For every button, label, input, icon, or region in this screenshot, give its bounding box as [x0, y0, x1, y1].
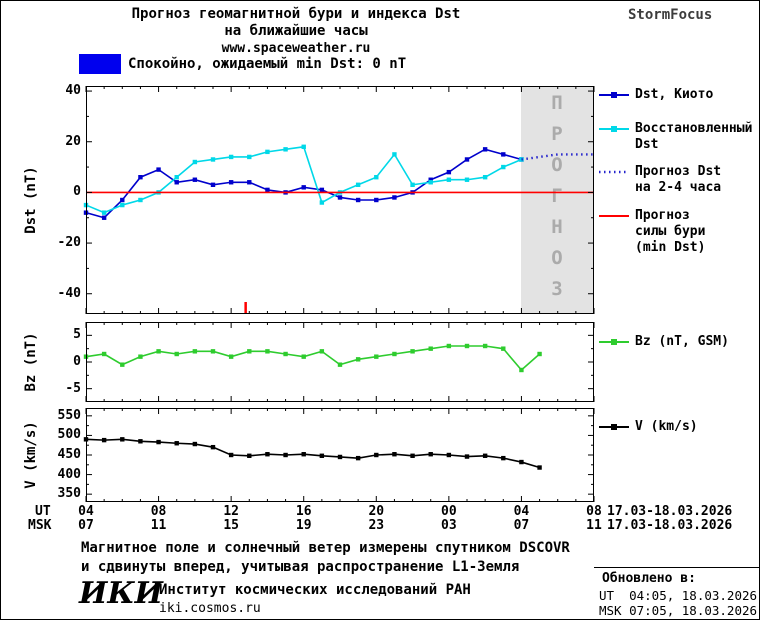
chart-title: Прогноз геомагнитной бури и индекса Dst …	[71, 6, 521, 57]
y-tick-label: 5	[73, 327, 81, 343]
forecast-region-label: ПРОГНОЗ	[521, 92, 593, 309]
legend-item-storm-forecast: Прогноз силы бури (min Dst)	[599, 208, 705, 256]
legend-label: Восстановленный	[635, 121, 753, 136]
msk-tick-label: 19	[295, 518, 312, 533]
storm-status-label: Спокойно, ожидаемый min Dst: 0 nT	[128, 56, 407, 72]
dst-kyoto-line-icon	[599, 92, 629, 98]
title-line1: Прогноз геомагнитной бури и индекса Dst	[131, 6, 461, 22]
legend-label: Dst	[635, 137, 659, 152]
ut-tick-label: 08	[586, 504, 602, 519]
bz-chart	[83, 322, 595, 402]
ut-tick-label: 00	[441, 504, 457, 519]
footnote-line2: и сдвинуты вперед, учитывая распростране…	[81, 559, 520, 575]
ut-tick-label: 08	[150, 504, 167, 519]
iki-logo: ИКИ	[79, 576, 163, 611]
msk-tick-label: 11	[586, 518, 602, 533]
storm-status: Спокойно, ожидаемый min Dst: 0 nT	[79, 54, 406, 74]
msk-axis-label: MSK	[28, 518, 52, 533]
institute-name: Институт космических исследований РАН	[159, 582, 471, 598]
ut-axis-label: UT	[35, 504, 51, 519]
forecast-vertical-text: ПРОГНОЗ	[546, 91, 568, 309]
y-tick-label: 40	[65, 83, 81, 99]
y-tick-label: 450	[57, 447, 81, 462]
y-tick-label: 500	[57, 427, 81, 443]
y-axis-title: V (km/s)	[23, 421, 39, 489]
v-line-icon	[599, 424, 629, 430]
v-chart	[83, 408, 595, 502]
storm-forecast-line-icon	[599, 215, 629, 217]
y-axis-title: Dst (nT)	[23, 166, 39, 234]
spaceweather-url: www.spaceweather.ru	[221, 41, 371, 56]
y-tick-label: 20	[65, 133, 81, 149]
updated-label: Обновлено в:	[602, 571, 696, 586]
forecast-dst-dotted-line-icon	[599, 170, 629, 174]
msk-tick-label: 07	[513, 518, 530, 533]
ut-tick-label: 20	[368, 504, 385, 519]
ut-tick-label: 12	[223, 504, 239, 519]
legend-label: (min Dst)	[635, 240, 706, 255]
ut-tick-label: 04	[78, 504, 94, 519]
updated-ut: UT 04:05, 18.03.2026	[599, 588, 758, 603]
iki-site-url: iki.cosmos.ru	[159, 601, 261, 616]
y-tick-label: 550	[57, 407, 81, 423]
y-tick-label: 0	[73, 354, 81, 369]
dst-chart	[83, 86, 595, 314]
msk-tick-label: 15	[223, 518, 239, 533]
legend-label: V (km/s)	[635, 419, 698, 434]
brand-label: StormFocus	[628, 7, 713, 23]
msk-tick-label: 07	[78, 518, 94, 533]
legend-label: на 2-4 часа	[635, 180, 722, 195]
forecast-region	[521, 87, 593, 313]
legend-label: силы бури	[635, 224, 706, 239]
y-tick-label: -20	[57, 235, 81, 251]
quiet-level-swatch	[79, 54, 121, 74]
footnote: Магнитное поле и солнечный ветер измерен…	[81, 539, 570, 577]
msk-tick-label: 03	[441, 518, 457, 533]
legend-label: Прогноз Dst	[635, 164, 722, 179]
legend-label: Bz (nT, GSM)	[635, 334, 729, 349]
restored-dst-line-icon	[599, 126, 629, 132]
ut-tick-label: 04	[513, 504, 530, 519]
legend-item-restored-dst: Восстановленный Dst	[599, 121, 752, 153]
date-range-msk: 17.03-18.03.2026	[607, 518, 733, 533]
footnote-line1: Магнитное поле и солнечный ветер измерен…	[81, 540, 570, 556]
bz-line-icon	[599, 339, 629, 345]
updated-msk: MSK 07:05, 18.03.2026	[599, 603, 758, 618]
updated-divider	[594, 567, 759, 568]
legend-label: Прогноз	[635, 208, 690, 223]
legend-item-v: V (km/s)	[599, 419, 698, 435]
msk-tick-label: 11	[150, 518, 167, 533]
y-tick-label: 350	[57, 486, 81, 502]
y-tick-label: 0	[73, 184, 81, 200]
y-tick-label: 400	[57, 466, 81, 482]
y-tick-label: -40	[57, 285, 81, 301]
title-line2: на ближайшие часы	[224, 23, 368, 39]
y-axis-title: Bz (nT)	[23, 332, 39, 392]
legend-label: Dst, Киото	[635, 87, 714, 102]
legend-item-dst-kyoto: Dst, Киото	[599, 87, 713, 103]
legend-item-forecast-dst: Прогноз Dst на 2-4 часа	[599, 164, 721, 196]
legend-item-bz: Bz (nT, GSM)	[599, 334, 729, 350]
y-tick-label: -5	[65, 380, 81, 396]
msk-tick-label: 23	[368, 518, 385, 533]
ut-tick-label: 16	[295, 504, 312, 519]
date-range-ut: 17.03-18.03.2026	[607, 504, 733, 519]
